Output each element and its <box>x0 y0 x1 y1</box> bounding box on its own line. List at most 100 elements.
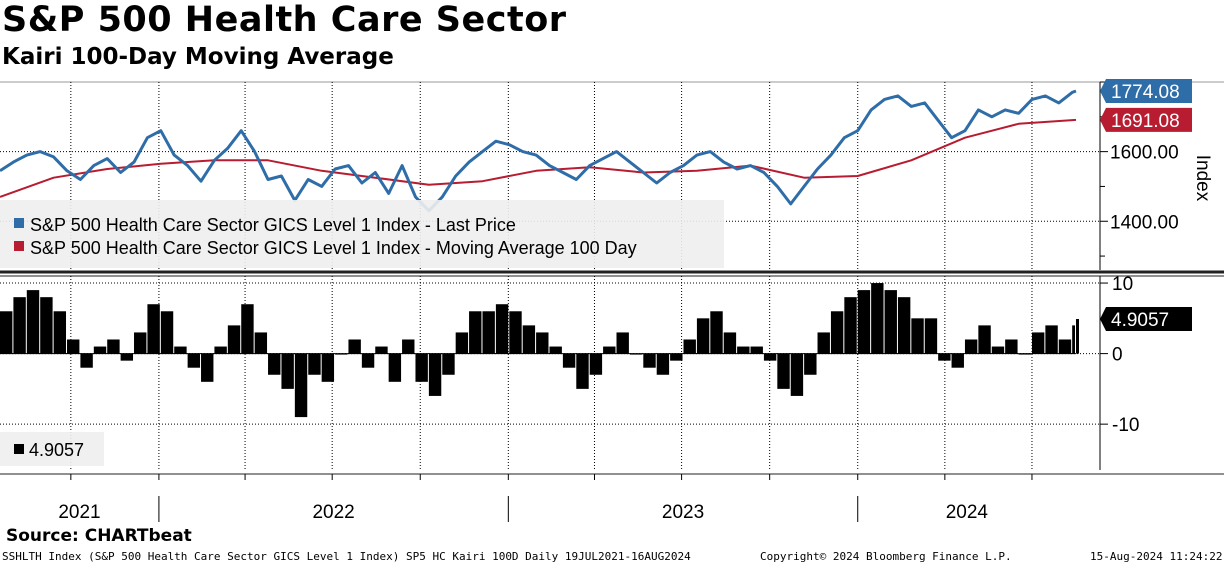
kairi-y-tick-label: 10 <box>1112 274 1133 295</box>
kairi-bar <box>1031 332 1045 354</box>
kairi-bar <box>951 353 964 368</box>
kairi-bar <box>388 353 402 382</box>
grid-layer <box>0 81 1224 475</box>
kairi-bar <box>991 346 1005 354</box>
kairi-bar <box>978 325 991 354</box>
kairi-bar <box>737 346 750 354</box>
price-legend-box <box>0 200 724 268</box>
kairi-bar <box>294 353 308 418</box>
kairi-bar <box>415 353 428 382</box>
moving-average-line <box>0 118 1077 198</box>
kairi-bar <box>964 339 978 354</box>
kairi-bar <box>857 290 871 354</box>
kairi-bar <box>174 346 187 354</box>
kairi-bar <box>455 332 469 354</box>
x-year-label: 2023 <box>662 502 704 523</box>
kairi-bar <box>884 290 897 354</box>
kairi-y-tick-label: -10 <box>1112 415 1139 436</box>
legend-kairi-label: 4.9057 <box>29 440 84 460</box>
kairi-bar <box>281 353 294 389</box>
x-year-label: 2022 <box>312 502 354 523</box>
kairi-bar <box>924 318 938 354</box>
label-layer: 1774.08 1691.08 4.9057 <box>1100 79 1192 331</box>
kairi-bar <box>804 353 817 375</box>
ma-last-value-tag-text: 1691.08 <box>1111 111 1180 132</box>
kairi-bar <box>93 346 107 354</box>
kairi-bar <box>1076 318 1079 354</box>
kairi-bar <box>750 346 763 354</box>
x-year-label: 2021 <box>58 502 100 523</box>
kairi-bar <box>147 304 160 354</box>
kairi-bar <box>107 339 120 354</box>
kairi-bar <box>160 311 174 354</box>
kairi-bar <box>428 353 442 396</box>
kairi-bar <box>844 297 857 354</box>
footer-copyright: Copyright© 2024 Bloomberg Finance L.P. <box>760 550 1012 563</box>
kairi-bar <box>710 311 723 354</box>
x-year-label: 2024 <box>946 502 989 523</box>
kairi-bar <box>777 353 790 389</box>
kairi-bar <box>830 311 844 354</box>
kairi-bar <box>897 297 911 354</box>
kairi-bar <box>53 311 67 354</box>
source-note: Source: CHARTbeat <box>6 526 192 546</box>
legend-ma-swatch <box>14 241 24 251</box>
kairi-bar <box>495 304 509 354</box>
kairi-bar <box>375 346 388 354</box>
kairi-bar <box>1058 339 1072 354</box>
legend-layer: S&P 500 Health Care Sector GICS Level 1 … <box>0 200 724 466</box>
chart-title: S&P 500 Health Care Sector <box>2 0 567 40</box>
kairi-bar <box>241 304 254 354</box>
kairi-bar <box>616 332 629 354</box>
legend-price-label: S&P 500 Health Care Sector GICS Level 1 … <box>30 215 516 235</box>
kairi-bar <box>696 318 710 354</box>
kairi-bar <box>1005 339 1018 354</box>
kairi-bar <box>321 353 335 382</box>
kairi-bar <box>562 353 576 368</box>
kairi-bar <box>268 353 281 375</box>
kairi-bar <box>603 346 616 354</box>
price-line <box>0 89 1077 213</box>
kairi-bar <box>656 353 670 375</box>
footer-timestamp: 15-Aug-2024 11:24:22 <box>1090 550 1223 563</box>
kairi-bar <box>938 353 951 361</box>
legend-ma-label: S&P 500 Health Care Sector GICS Level 1 … <box>30 238 637 258</box>
price-y-tick-label: 1600.00 <box>1110 143 1179 164</box>
data-layer <box>0 89 1079 418</box>
kairi-bar <box>763 353 777 361</box>
kairi-bar <box>1072 325 1075 354</box>
kairi-bar <box>40 297 53 354</box>
kairi-bar <box>643 353 656 368</box>
kairi-last-value-tag-box <box>1100 306 1192 331</box>
chart-subtitle: Kairi 100-Day Moving Average <box>2 44 394 70</box>
kairi-bar <box>0 311 13 354</box>
ma-last-value-tag-box <box>1100 107 1192 132</box>
kairi-bar <box>13 297 26 354</box>
kairi-bar <box>26 290 40 354</box>
kairi-bar <box>308 353 321 375</box>
price-y-axis-title: Index <box>1192 155 1213 202</box>
kairi-bar <box>187 353 201 368</box>
kairi-bar <box>120 353 134 361</box>
kairi-bar <box>442 353 455 375</box>
kairi-last-value-tag-text: 4.9057 <box>1111 310 1169 331</box>
kairi-bar <box>911 318 924 354</box>
kairi-bar <box>227 325 241 354</box>
footer-description: SSHLTH Index (S&P 500 Health Care Sector… <box>2 550 691 563</box>
kairi-bar <box>402 339 415 354</box>
kairi-bar <box>536 332 549 354</box>
kairi-bar <box>817 332 830 354</box>
kairi-bar <box>469 311 482 354</box>
legend-kairi-swatch <box>14 444 24 454</box>
kairi-bar <box>549 346 562 354</box>
kairi-bar <box>134 332 147 354</box>
kairi-bar <box>589 353 603 375</box>
kairi-bar <box>683 339 696 354</box>
kairi-bars <box>0 283 1079 418</box>
kairi-bar <box>201 353 214 382</box>
kairi-bar <box>790 353 804 396</box>
kairi-y-tick-label: 0 <box>1112 345 1123 366</box>
kairi-bar <box>576 353 589 389</box>
kairi-bar <box>482 311 495 354</box>
